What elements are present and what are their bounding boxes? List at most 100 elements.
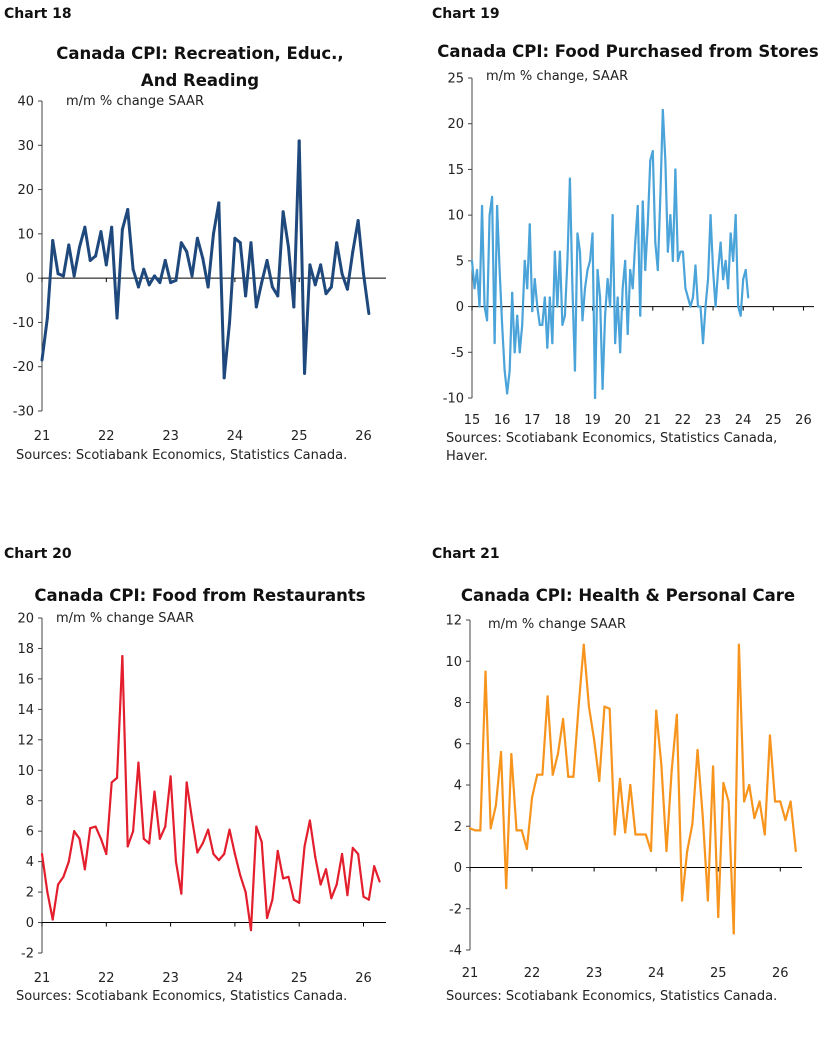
series-segment [308, 263, 317, 287]
series-segment [651, 150, 657, 244]
series-segment [40, 316, 49, 362]
series-segment [67, 243, 76, 278]
series-segment [546, 695, 554, 776]
y-tick-label: 8 [26, 794, 34, 809]
series-segment [680, 849, 689, 902]
series-segment [661, 108, 667, 162]
x-tick-label: 19 [584, 413, 601, 428]
series-segment [147, 274, 157, 287]
series-segment [356, 219, 365, 276]
series-segment [784, 800, 792, 822]
chart-number: Chart 21 [432, 546, 500, 562]
series-segment [551, 752, 560, 776]
series-segment [126, 208, 135, 271]
series-segment [249, 241, 258, 309]
series-segment [223, 828, 231, 856]
series-segment [195, 236, 205, 260]
y-tick-label: 2 [454, 820, 462, 835]
series-segment [298, 845, 306, 904]
x-tick-label: 15 [464, 413, 481, 428]
series-segment [706, 765, 715, 902]
series-segment [684, 287, 690, 299]
series-segment [763, 734, 772, 836]
series-segment [541, 695, 549, 776]
series-segment [158, 825, 167, 840]
series-segment [485, 214, 491, 322]
series-segment [644, 223, 649, 272]
y-tick-label: 14 [17, 703, 34, 718]
chart-subtitle: m/m % change SAAR [488, 617, 626, 632]
source-note: Sources: Scotiabank Economics, Statistic… [446, 989, 777, 1004]
series-segment [297, 139, 307, 375]
chart-number: Chart 18 [4, 6, 72, 22]
y-tick-label: 12 [17, 733, 34, 748]
series-segment [40, 852, 49, 894]
series-segment [719, 241, 725, 281]
series-segment [758, 800, 766, 836]
chart-title: Canada CPI: Food Purchased from Stores [437, 42, 819, 61]
chart-title: Canada CPI: Food from Restaurants [34, 586, 365, 605]
series-segment [576, 232, 582, 253]
chart-21-svg: Canada CPI: Health & Personal Care m/m % … [445, 586, 802, 1004]
y-tick-label: 12 [445, 614, 462, 629]
x-tick-label: 25 [291, 429, 308, 444]
series-segment [228, 236, 237, 324]
series-segment [732, 643, 741, 935]
series-segment [62, 860, 70, 878]
series-segment [340, 852, 349, 897]
series-segment [572, 705, 580, 778]
series-segment [556, 717, 565, 756]
series-segment [494, 750, 503, 807]
series-segment [115, 654, 124, 779]
y-tick-label: 10 [445, 655, 462, 670]
y-tick-label: -20 [13, 360, 34, 375]
chart-18-panel: Chart 18 Canada CPI: Recreation, Educ., A… [0, 0, 414, 506]
x-tick-label: 22 [675, 413, 692, 428]
series-segment [330, 883, 338, 900]
series-segment [148, 790, 156, 845]
series-segment [249, 825, 258, 932]
series-segment [694, 264, 700, 308]
series-segment [496, 204, 501, 272]
chart-20-panel: Chart 20 Canada CPI: Food from Restauran… [0, 540, 414, 1046]
series-segment [499, 750, 508, 890]
x-tick-label: 21 [34, 429, 51, 444]
series-segment [629, 783, 637, 836]
x-tick-label: 23 [162, 429, 179, 444]
chart-21-panel: Chart 21 Canada CPI: Health & Personal C… [428, 540, 828, 1046]
series-segment [593, 738, 601, 782]
x-tick-label: 23 [162, 971, 179, 986]
series-segment [586, 259, 592, 272]
series-line [470, 108, 750, 400]
series-segment [717, 781, 725, 919]
series-segment [292, 139, 301, 309]
series-segment [711, 765, 720, 919]
chart-19-svg: Canada CPI: Food Purchased from Stores m/… [437, 42, 819, 464]
y-tick-label: 5 [456, 254, 464, 269]
series-segment [696, 748, 704, 818]
source-note: Sources: Scotiabank Economics, Statistic… [16, 448, 347, 463]
series-segment [346, 846, 354, 897]
series-line [40, 139, 371, 380]
series-segment [768, 734, 777, 803]
series-segment [737, 643, 746, 803]
series-segment [479, 670, 487, 832]
series-segment [276, 849, 285, 880]
series-segment [126, 830, 135, 848]
y-tick-label: 2 [26, 886, 34, 901]
series-segment [639, 200, 644, 317]
x-tick-label: 20 [614, 413, 631, 428]
series-segment [510, 752, 518, 832]
series-segment [287, 875, 295, 901]
series-segment [51, 883, 60, 921]
series-segment [179, 241, 189, 254]
y-tick-label: -10 [13, 316, 34, 331]
chart-subtitle: m/m % change SAAR [56, 611, 194, 626]
y-tick-label: 20 [17, 183, 34, 198]
series-segment [142, 267, 151, 287]
series-segment [573, 232, 579, 372]
series-segment [131, 267, 140, 289]
series-segment [217, 201, 226, 380]
series-segment [709, 214, 715, 272]
series-segment [626, 268, 632, 336]
